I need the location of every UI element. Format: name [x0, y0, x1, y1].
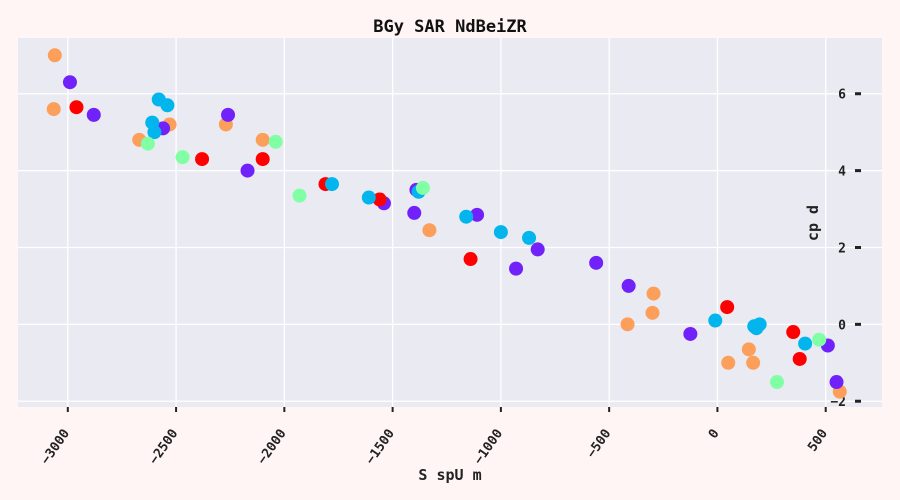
x-axis-label: S spU m — [418, 466, 481, 484]
data-point — [749, 321, 764, 336]
x-tick-label: −2000 — [255, 427, 290, 468]
data-point — [221, 107, 236, 122]
data-point — [147, 125, 162, 140]
x-tick-label: −3000 — [38, 427, 73, 468]
x-tick-label: −2500 — [147, 427, 182, 468]
data-point — [509, 261, 524, 276]
data-point — [646, 286, 661, 301]
data-point — [69, 100, 84, 115]
data-point — [769, 375, 784, 390]
data-point — [812, 332, 827, 347]
data-point — [255, 132, 270, 147]
y-tick-label: −2 — [830, 395, 846, 410]
data-point — [47, 48, 62, 63]
data-point — [741, 342, 756, 357]
x-tick-label: 0 — [706, 427, 723, 442]
data-point — [470, 207, 485, 222]
data-point — [361, 190, 376, 205]
x-tick-label: −500 — [584, 427, 614, 461]
data-point — [829, 375, 844, 390]
data-point — [522, 230, 537, 245]
data-point — [140, 136, 155, 151]
data-point — [415, 180, 430, 195]
data-point — [240, 163, 255, 178]
data-point — [621, 278, 636, 293]
data-point — [407, 205, 422, 220]
data-point — [786, 325, 801, 340]
data-point — [195, 152, 210, 167]
data-point — [86, 107, 101, 122]
data-point — [459, 209, 474, 224]
y-tick-label: 0 — [838, 318, 846, 333]
y-tick-label: 4 — [838, 165, 846, 180]
data-point — [798, 336, 813, 351]
data-point — [746, 355, 761, 370]
data-point — [255, 152, 270, 167]
data-point — [589, 255, 604, 270]
data-point — [268, 134, 283, 149]
data-point — [620, 317, 635, 332]
y-axis-label: cp d — [804, 205, 822, 241]
data-point — [62, 75, 77, 90]
data-point — [160, 98, 175, 113]
data-point — [530, 242, 545, 257]
data-points — [46, 48, 847, 399]
y-tick-label: 6 — [838, 88, 846, 103]
data-point — [175, 150, 190, 165]
data-point — [463, 252, 478, 267]
data-point — [372, 192, 387, 207]
data-point — [708, 313, 723, 328]
data-point — [493, 225, 508, 240]
data-point — [292, 188, 307, 203]
y-tick-label: 2 — [838, 241, 846, 256]
data-point — [324, 177, 339, 192]
x-tick-label: −1000 — [471, 427, 506, 468]
data-point — [720, 300, 735, 315]
x-tick-label: −1500 — [363, 427, 398, 468]
data-point — [645, 305, 660, 320]
data-point — [422, 223, 437, 238]
data-point — [46, 102, 61, 117]
x-tick-label: 500 — [805, 427, 831, 455]
data-point — [792, 351, 807, 366]
data-point — [721, 355, 736, 370]
grid — [18, 38, 882, 407]
data-point — [683, 326, 698, 341]
chart-title: BGy SAR NdBeiZR — [373, 17, 527, 37]
